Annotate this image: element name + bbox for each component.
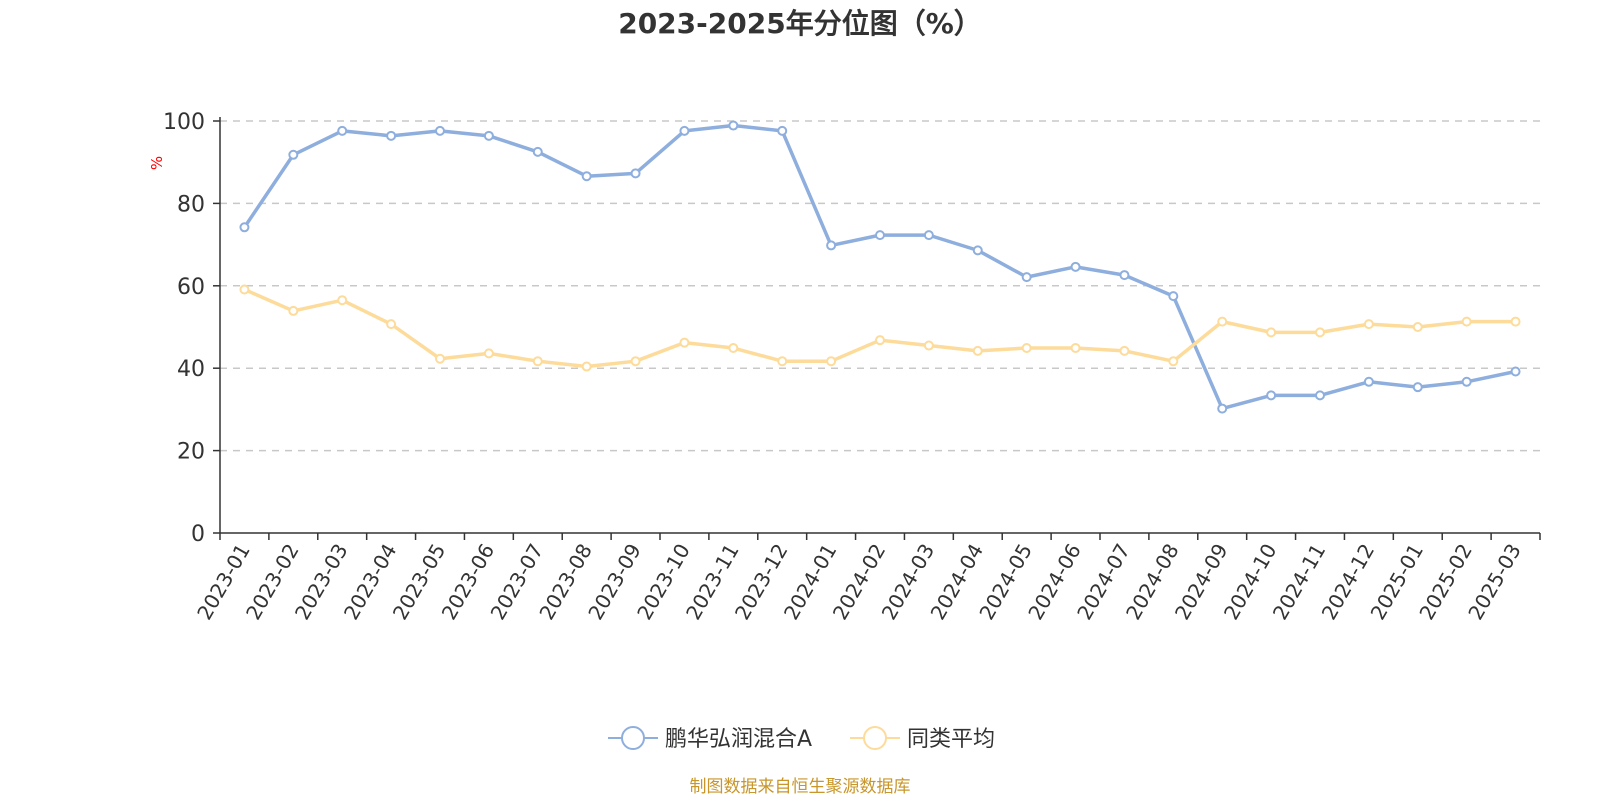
legend[interactable]: 鹏华弘润混合A 同类平均 [608, 726, 995, 752]
data-point-1-9 [679, 337, 690, 348]
data-point-1-0 [239, 284, 250, 295]
data-point-0-15 [972, 245, 983, 256]
data-point-1-25 [1461, 316, 1472, 327]
data-point-0-4 [435, 125, 445, 136]
data-point-0-11 [777, 125, 788, 136]
series-0 [239, 120, 1521, 414]
data-point-1-10 [728, 343, 739, 354]
data-point-1-23 [1363, 319, 1374, 330]
y-axis-unit-label: % [148, 156, 166, 170]
data-point-1-26 [1510, 316, 1521, 327]
chart-title: 2023-2025年分位图（%） [618, 7, 982, 40]
data-point-0-1 [288, 149, 299, 160]
axes: 0204060801002023-012023-022023-032023-04… [163, 110, 1541, 624]
legend-swatch-marker-1 [863, 726, 887, 750]
legend-item-0[interactable]: 鹏华弘润混合A [608, 726, 812, 752]
y-tick-label-4: 80 [177, 192, 205, 217]
legend-label-0: 鹏华弘润混合A [665, 727, 812, 752]
data-point-1-11 [777, 356, 788, 367]
data-point-0-8 [630, 168, 641, 179]
data-point-0-6 [532, 146, 543, 157]
data-point-0-25 [1461, 376, 1472, 387]
data-point-0-16 [1021, 272, 1032, 283]
series-lines [239, 120, 1521, 414]
data-point-1-21 [1266, 327, 1277, 338]
data-point-1-8 [630, 356, 641, 367]
data-point-1-12 [826, 356, 837, 367]
data-point-1-3 [386, 319, 397, 330]
data-point-0-9 [679, 125, 690, 136]
data-point-0-3 [386, 130, 397, 141]
data-point-1-1 [288, 305, 299, 316]
data-point-1-16 [1021, 343, 1032, 354]
data-point-0-18 [1119, 270, 1130, 281]
data-point-1-15 [972, 345, 983, 356]
data-point-0-14 [923, 230, 934, 241]
data-point-1-7 [581, 361, 592, 372]
data-point-1-14 [923, 340, 934, 351]
y-tick-label-5: 100 [163, 110, 205, 135]
data-point-0-21 [1266, 390, 1277, 401]
legend-item-1[interactable]: 同类平均 [850, 726, 995, 752]
data-point-0-20 [1217, 403, 1228, 414]
data-point-1-5 [483, 348, 494, 359]
data-source-note: 制图数据来自恒生聚源数据库 [690, 777, 911, 797]
series-line-0 [242, 123, 1516, 411]
data-point-1-4 [435, 353, 445, 364]
legend-label-1: 同类平均 [907, 727, 995, 752]
legend-swatch-marker-0 [621, 726, 645, 750]
data-point-0-10 [728, 120, 739, 131]
y-tick-label-2: 40 [177, 357, 205, 382]
data-point-1-2 [337, 295, 348, 306]
y-tick-label-1: 20 [177, 440, 205, 465]
data-point-1-18 [1119, 345, 1130, 356]
data-point-0-12 [826, 240, 837, 251]
data-point-0-13 [875, 230, 885, 241]
data-point-1-19 [1168, 356, 1179, 367]
data-point-0-2 [337, 125, 348, 136]
data-point-1-20 [1217, 316, 1228, 327]
data-point-0-26 [1510, 366, 1521, 377]
data-point-0-7 [581, 171, 592, 182]
gridlines [220, 120, 1540, 452]
data-point-0-19 [1168, 291, 1179, 302]
data-point-1-24 [1412, 322, 1423, 332]
data-point-1-17 [1070, 343, 1081, 354]
data-point-0-23 [1363, 376, 1374, 387]
data-point-1-13 [875, 335, 885, 346]
data-point-0-24 [1412, 382, 1423, 393]
y-tick-label-3: 60 [177, 275, 205, 300]
data-point-0-5 [483, 130, 494, 141]
data-point-1-22 [1315, 327, 1325, 338]
y-tick-label-0: 0 [191, 522, 205, 547]
data-point-0-0 [239, 222, 250, 233]
series-line-1 [243, 287, 1516, 369]
data-point-0-17 [1070, 261, 1081, 272]
series-1 [239, 284, 1521, 372]
data-point-0-22 [1315, 390, 1325, 401]
data-point-1-6 [532, 356, 543, 367]
